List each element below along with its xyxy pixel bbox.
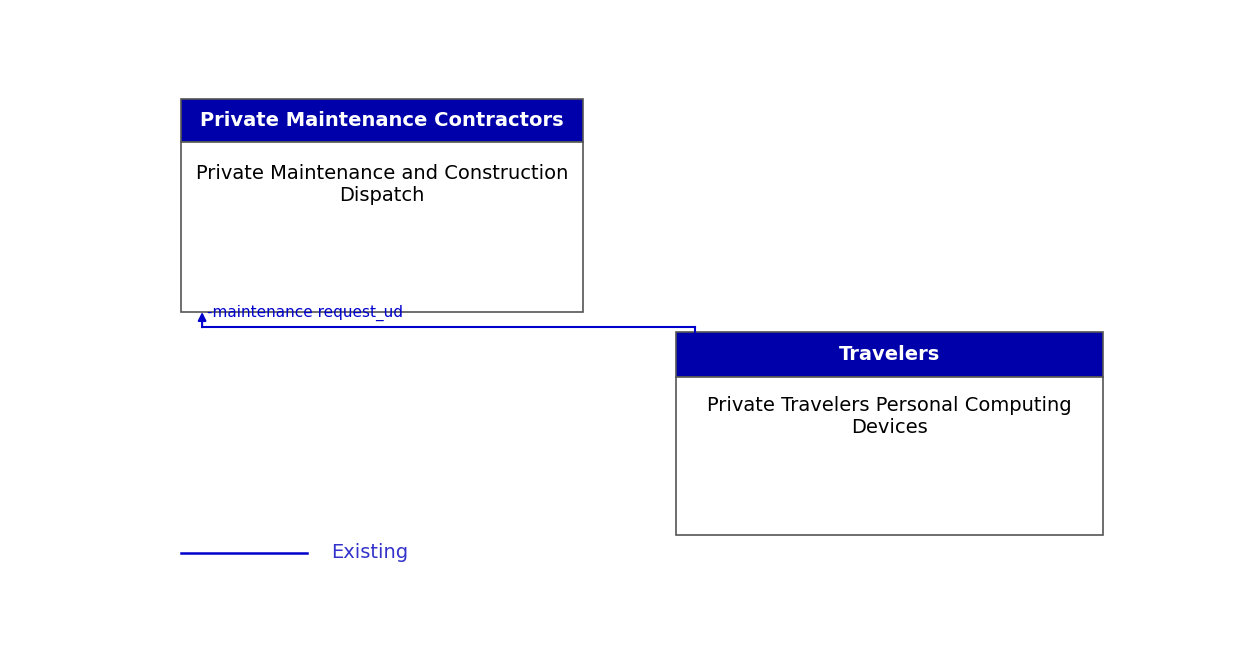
Text: Existing: Existing bbox=[331, 544, 408, 562]
Text: -maintenance request_ud: -maintenance request_ud bbox=[207, 305, 403, 321]
Text: Travelers: Travelers bbox=[839, 345, 940, 364]
Bar bbox=[180, 141, 583, 312]
Text: Private Maintenance and Construction
Dispatch: Private Maintenance and Construction Dis… bbox=[195, 164, 568, 205]
Bar bbox=[676, 377, 1103, 535]
Bar bbox=[180, 99, 583, 141]
Text: Private Travelers Personal Computing
Devices: Private Travelers Personal Computing Dev… bbox=[707, 396, 1072, 437]
Text: Private Maintenance Contractors: Private Maintenance Contractors bbox=[200, 111, 563, 130]
Bar bbox=[676, 332, 1103, 377]
